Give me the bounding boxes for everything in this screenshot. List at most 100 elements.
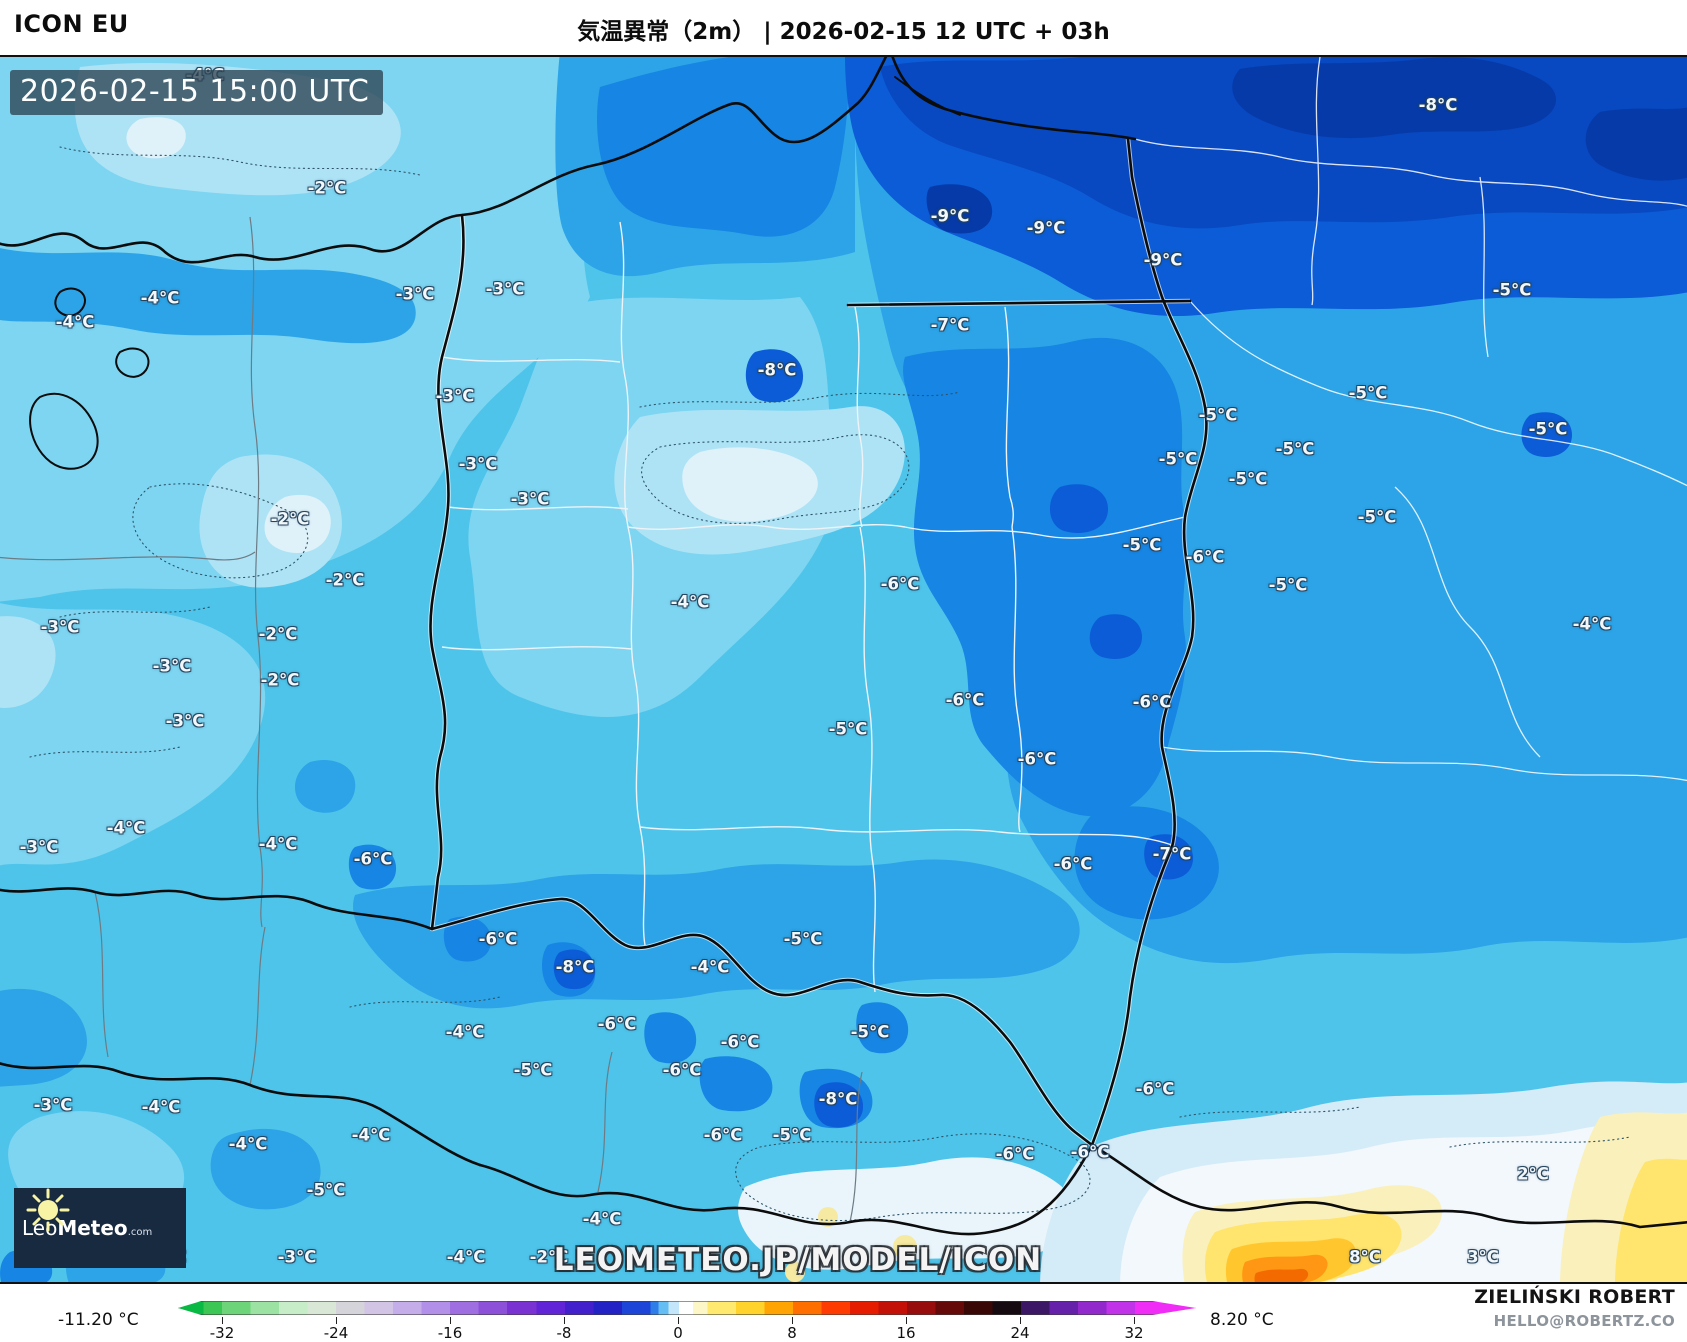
temp-label: -5°C (783, 929, 823, 949)
temp-label: -5°C (1492, 280, 1532, 300)
colorbar-tick (1134, 1317, 1135, 1324)
temp-label: -6°C (995, 1144, 1035, 1164)
coastline (0, 57, 888, 264)
temp-label: -6°C (353, 849, 393, 869)
temp-label: -4°C (55, 312, 95, 332)
colorbar-tick-label: -24 (323, 1324, 349, 1342)
temp-label: -6°C (720, 1032, 760, 1052)
temp-label: -6°C (703, 1125, 743, 1145)
temp-label: -5°C (828, 719, 868, 739)
temp-label: -2°C (258, 624, 298, 644)
temp-label: -4°C (351, 1125, 391, 1145)
temp-label: -5°C (1228, 469, 1268, 489)
temp-label: -3°C (395, 284, 435, 304)
temp-label: -5°C (1528, 419, 1568, 439)
page-title: 気温異常（2m） | 2026-02-15 12 UTC + 03h (577, 19, 1110, 45)
temp-label: -4°C (446, 1247, 486, 1267)
colorbar-tick (792, 1317, 793, 1324)
temp-label: 8°C (1349, 1247, 1381, 1267)
national-borders (0, 57, 1687, 1236)
colorbar-tick (564, 1317, 565, 1324)
temp-label: -5°C (1275, 439, 1315, 459)
temp-label: -5°C (1357, 507, 1397, 527)
model-name: ICON EU (14, 10, 129, 38)
anomaly-map: -4°C -8°C -2°C -9°C -9°C -9°C -4°C -4°C -3°C -3°C… (0, 55, 1687, 1284)
temp-label: -4°C (445, 1022, 485, 1042)
temp-label: -6°C (1017, 749, 1057, 769)
temp-label: -3°C (277, 1247, 317, 1267)
colorbar-tick-label: 0 (673, 1324, 683, 1342)
temp-label: -8°C (1418, 95, 1458, 115)
colorbar-tick (222, 1317, 223, 1324)
temp-label: -2°C (529, 1247, 569, 1267)
province-borders (441, 221, 1186, 993)
temp-label: -6°C (478, 929, 518, 949)
temp-label: -6°C (1185, 547, 1225, 567)
temp-label: -3°C (165, 711, 205, 731)
temp-label: -2°C (325, 570, 365, 590)
anomaly-map-svg (0, 57, 1687, 1282)
colorbar-tick-label: -8 (556, 1324, 572, 1342)
temp-label: -6°C (1070, 1142, 1110, 1162)
colorbar-tick-label: 8 (787, 1324, 797, 1342)
temp-label: -8°C (818, 1089, 858, 1109)
temp-label: -4°C (258, 834, 298, 854)
temp-label: -4°C (228, 1134, 268, 1154)
colorbar-tick (906, 1317, 907, 1324)
temp-label: -2°C (260, 670, 300, 690)
temp-label: -3°C (19, 837, 59, 857)
colorbar-tick-label: -32 (209, 1324, 235, 1342)
temp-label: -5°C (513, 1060, 553, 1080)
austria-border (0, 1062, 482, 1167)
temp-label: -5°C (1198, 405, 1238, 425)
header-bar: ICON EU 気温異常（2m） | 2026-02-15 12 UTC + 0… (0, 0, 1687, 55)
logo-text: LeoMeteo.com (22, 1216, 153, 1240)
temp-label: -4°C (1572, 614, 1612, 634)
colorbar-tick-label: 24 (1010, 1324, 1030, 1342)
temp-label: 2°C (1517, 1164, 1549, 1184)
temp-label: -4°C (670, 592, 710, 612)
temp-label: -2°C (307, 178, 347, 198)
lagoon-islands (29, 287, 150, 470)
temp-label: -6°C (1135, 1079, 1175, 1099)
temp-label: -4°C (690, 957, 730, 977)
contour-dotted-lines (29, 146, 1631, 1222)
regional-borders-east (1134, 57, 1687, 782)
colorbar-frame (178, 1301, 1196, 1315)
anomaly-fill-layers (0, 57, 1687, 1282)
temp-label: -7°C (930, 315, 970, 335)
temp-label: 3°C (1467, 1247, 1499, 1267)
colorbar-max-label: 8.20 °C (1210, 1310, 1274, 1330)
colorbar-tick (450, 1317, 451, 1324)
temp-label: -4°C (106, 818, 146, 838)
colorbar-min-label: -11.20 °C (58, 1310, 139, 1330)
temp-label: -3°C (458, 454, 498, 474)
temp-label: -6°C (880, 574, 920, 594)
temp-label: -9°C (1143, 250, 1183, 270)
colorbar-tick-label: 16 (896, 1324, 916, 1342)
temp-label: -5°C (1122, 535, 1162, 555)
credits-contact: HELLO@ROBERTZ.CO (1493, 1312, 1675, 1330)
kaliningrad-border (846, 299, 1192, 307)
temp-label: -9°C (930, 206, 970, 226)
leometeo-logo: LeoMeteo.com (14, 1188, 186, 1268)
temp-label: -6°C (1053, 854, 1093, 874)
colorbar-tick (678, 1317, 679, 1324)
regional-borders (0, 216, 863, 1223)
temp-label: -3°C (152, 656, 192, 676)
temp-label: -4°C (582, 1209, 622, 1229)
colorbar-tick (336, 1317, 337, 1324)
timestamp-badge: 2026-02-15 15:00 UTC (10, 70, 384, 115)
colorbar-tick-label: -16 (437, 1324, 463, 1342)
colorbar-tick (1020, 1317, 1021, 1324)
colorbar-tick-label: 32 (1124, 1324, 1144, 1342)
poland-border (429, 137, 1208, 1147)
temp-label: -4°C (141, 1097, 181, 1117)
temp-label: -5°C (850, 1022, 890, 1042)
slovakia-border (478, 1143, 1094, 1236)
watermark: LEOMETEO.JP/MODEL/ICON (553, 1242, 1043, 1278)
temp-label: -6°C (945, 690, 985, 710)
sun-icon (26, 1188, 70, 1232)
temp-label: -5°C (306, 1180, 346, 1200)
temp-label: -6°C (1132, 692, 1172, 712)
